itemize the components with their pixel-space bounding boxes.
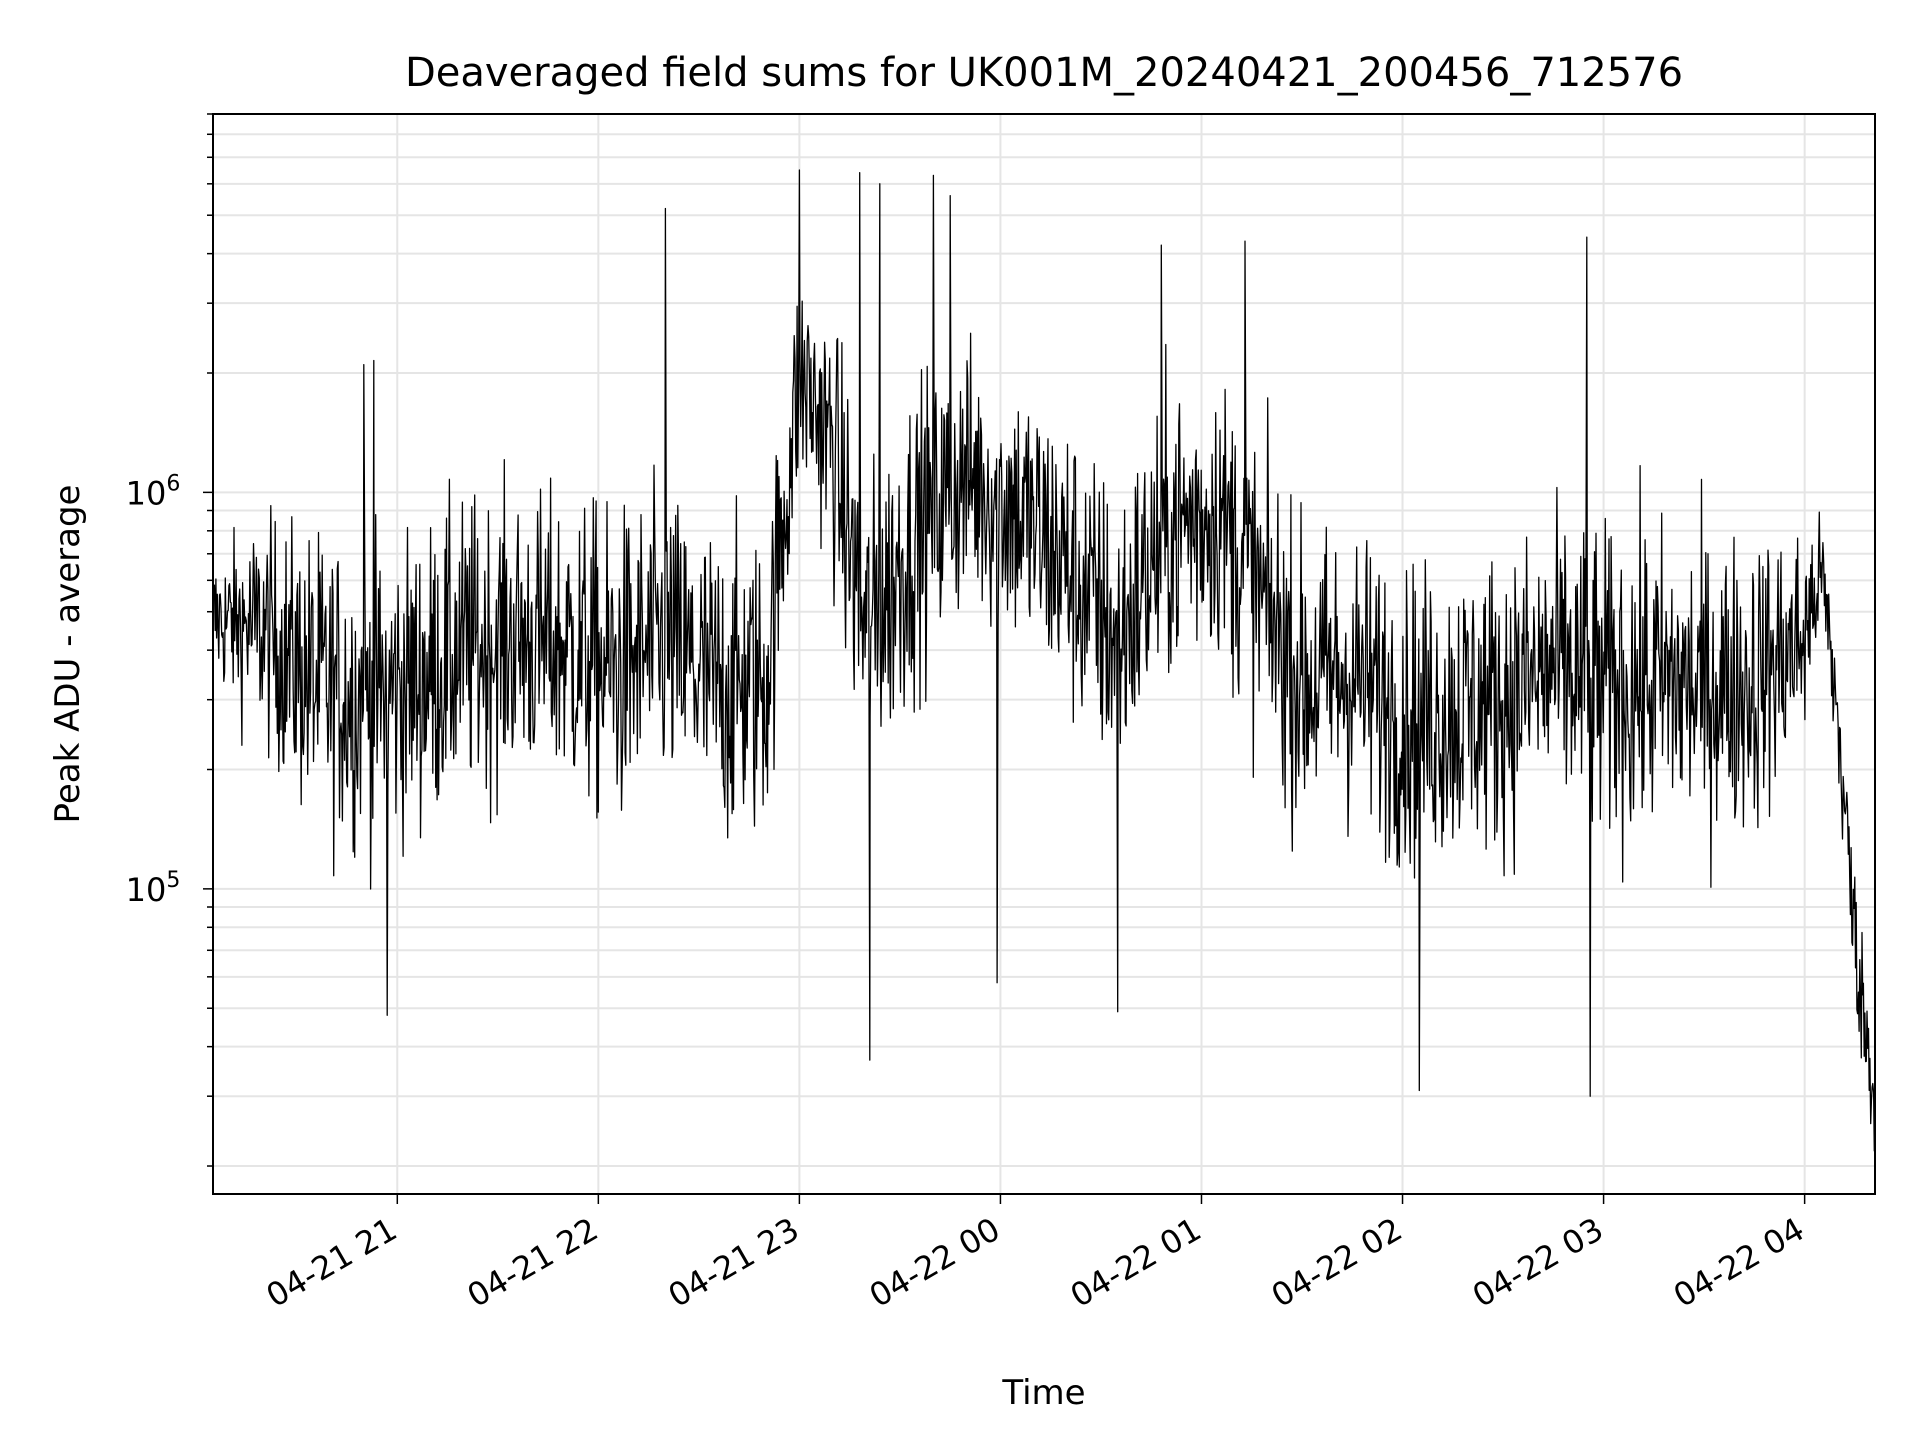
chart-title: Deaveraged field sums for UK001M_2024042… [405, 50, 1683, 96]
series-line [212, 169, 1876, 1152]
y-axis-label: Peak ADU - average [48, 485, 88, 824]
data-line [212, 169, 1876, 1152]
y-tick-label: 106 [126, 471, 181, 512]
x-axis-label: Time [1001, 1373, 1085, 1413]
plot-frame [212, 113, 1876, 1195]
y-tick-label: 105 [126, 868, 181, 909]
